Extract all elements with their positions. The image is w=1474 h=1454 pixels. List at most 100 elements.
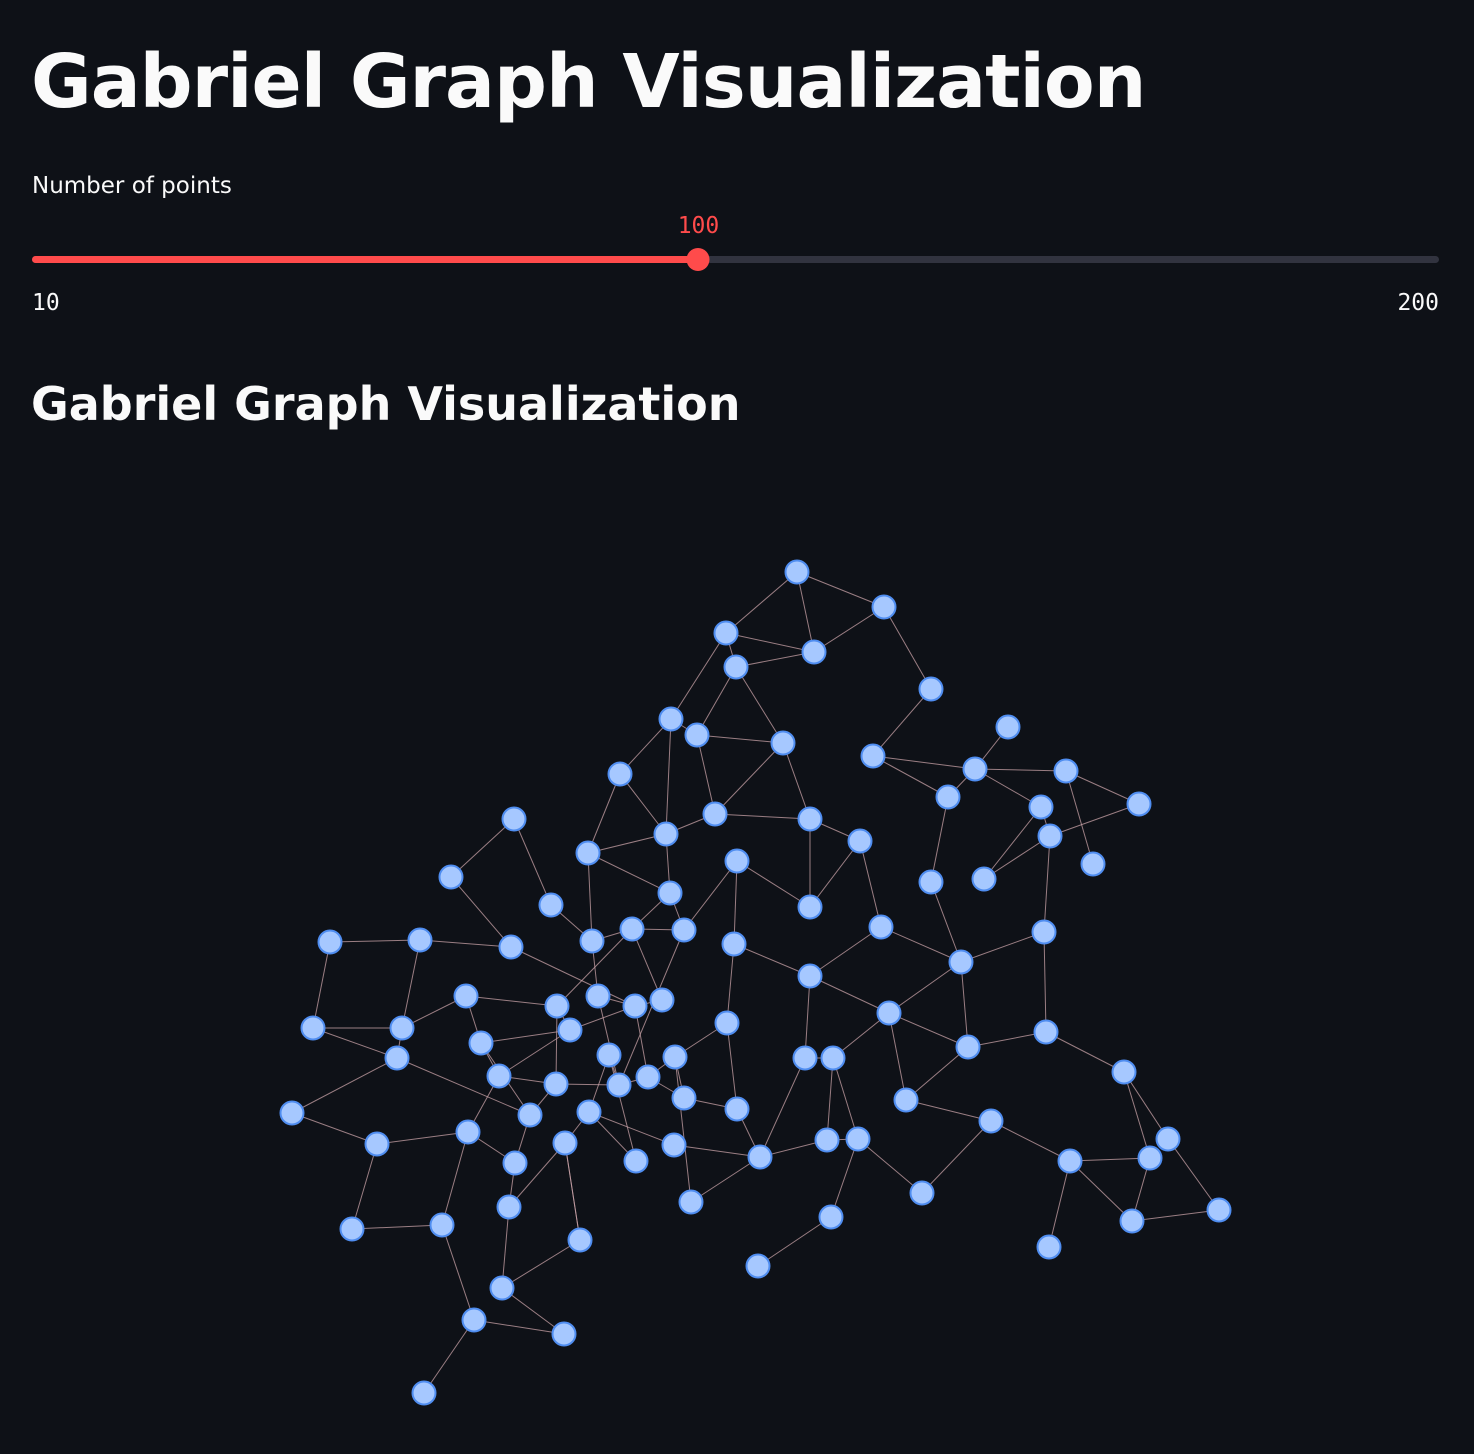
graph-node[interactable]: [1080, 851, 1106, 877]
graph-node[interactable]: [411, 1380, 437, 1406]
graph-node[interactable]: [784, 559, 810, 585]
graph-node[interactable]: [557, 1017, 583, 1043]
graph-node[interactable]: [671, 917, 697, 943]
graph-node[interactable]: [955, 1034, 981, 1060]
graph-node[interactable]: [871, 594, 897, 620]
graph-node[interactable]: [978, 1108, 1004, 1134]
graph-node[interactable]: [538, 892, 564, 918]
graph-node[interactable]: [1028, 794, 1054, 820]
graph-node[interactable]: [596, 1042, 622, 1068]
graph-node[interactable]: [1111, 1059, 1137, 1085]
graph-node[interactable]: [279, 1100, 305, 1126]
graph-node[interactable]: [671, 1085, 697, 1111]
graph-node[interactable]: [801, 639, 827, 665]
graph-node[interactable]: [1033, 1019, 1059, 1045]
graph-node[interactable]: [962, 756, 988, 782]
graph-node[interactable]: [713, 620, 739, 646]
graph-node[interactable]: [845, 1126, 871, 1152]
graph-node[interactable]: [544, 993, 570, 1019]
graph-node[interactable]: [1031, 919, 1057, 945]
graph-node[interactable]: [576, 1099, 602, 1125]
graph-node[interactable]: [995, 714, 1021, 740]
graph-node[interactable]: [724, 848, 750, 874]
graph-node[interactable]: [678, 1189, 704, 1215]
graph-node[interactable]: [364, 1131, 390, 1157]
slider-thumb[interactable]: [686, 248, 710, 271]
graph-node[interactable]: [1155, 1126, 1181, 1152]
graph-node[interactable]: [797, 894, 823, 920]
graph-node[interactable]: [747, 1144, 773, 1170]
graph-node[interactable]: [649, 987, 675, 1013]
graph-node[interactable]: [721, 931, 747, 957]
points-slider[interactable]: Number of points 100 10 200: [32, 170, 1439, 330]
graph-node[interactable]: [814, 1127, 840, 1153]
graph-node[interactable]: [468, 1030, 494, 1056]
graph-node[interactable]: [543, 1071, 569, 1097]
graph-node[interactable]: [1057, 1148, 1083, 1174]
graph-node[interactable]: [792, 1045, 818, 1071]
graph-node[interactable]: [317, 929, 343, 955]
graph-node[interactable]: [635, 1064, 661, 1090]
graph-node[interactable]: [820, 1045, 846, 1071]
graph-node[interactable]: [384, 1045, 410, 1071]
graph-node[interactable]: [745, 1253, 771, 1279]
graph-node[interactable]: [502, 1150, 528, 1176]
graph-node[interactable]: [1206, 1197, 1232, 1223]
graph-node[interactable]: [567, 1227, 593, 1253]
graph-node[interactable]: [797, 963, 823, 989]
graph-node[interactable]: [658, 706, 684, 732]
graph-node[interactable]: [909, 1180, 935, 1206]
graph-node[interactable]: [606, 1072, 632, 1098]
graph-node[interactable]: [723, 654, 749, 680]
graph-node[interactable]: [702, 801, 728, 827]
graph-node[interactable]: [1037, 823, 1063, 849]
graph-node[interactable]: [971, 866, 997, 892]
graph-node[interactable]: [489, 1275, 515, 1301]
graph-node[interactable]: [585, 983, 611, 1009]
graph-node[interactable]: [1036, 1234, 1062, 1260]
graph-node[interactable]: [619, 916, 645, 942]
graph-node[interactable]: [300, 1015, 326, 1041]
slider-track[interactable]: [32, 256, 1439, 263]
graph-node[interactable]: [607, 761, 633, 787]
graph-node[interactable]: [868, 914, 894, 940]
graph-node[interactable]: [429, 1212, 455, 1238]
graph-node[interactable]: [438, 864, 464, 890]
graph-node[interactable]: [461, 1307, 487, 1333]
graph-node[interactable]: [407, 927, 433, 953]
graph-node[interactable]: [847, 828, 873, 854]
graph-node[interactable]: [551, 1321, 577, 1347]
graph-node[interactable]: [714, 1010, 740, 1036]
graph-node[interactable]: [501, 806, 527, 832]
graph-node[interactable]: [724, 1096, 750, 1122]
graph-node[interactable]: [1126, 791, 1152, 817]
graph-node[interactable]: [948, 949, 974, 975]
graph-node[interactable]: [893, 1087, 919, 1113]
graph-node[interactable]: [455, 1119, 481, 1145]
graph-node[interactable]: [1053, 758, 1079, 784]
graph-node[interactable]: [486, 1063, 512, 1089]
graph-node[interactable]: [918, 869, 944, 895]
graph-node[interactable]: [517, 1102, 543, 1128]
graph-node[interactable]: [657, 880, 683, 906]
graph-node[interactable]: [496, 1194, 522, 1220]
graph-node[interactable]: [389, 1015, 415, 1041]
graph-node[interactable]: [623, 1148, 649, 1174]
graph-node[interactable]: [662, 1044, 688, 1070]
graph-node[interactable]: [876, 1000, 902, 1026]
graph-node[interactable]: [498, 934, 524, 960]
graph-node[interactable]: [684, 722, 710, 748]
graph-node[interactable]: [339, 1216, 365, 1242]
graph-node[interactable]: [653, 821, 679, 847]
graph-node[interactable]: [918, 676, 944, 702]
graph-node[interactable]: [1119, 1208, 1145, 1234]
graph-node[interactable]: [770, 730, 796, 756]
graph-node[interactable]: [1137, 1145, 1163, 1171]
graph-node[interactable]: [575, 840, 601, 866]
graph-node[interactable]: [860, 743, 886, 769]
graph-node[interactable]: [818, 1204, 844, 1230]
graph-node[interactable]: [935, 784, 961, 810]
graph-node[interactable]: [622, 993, 648, 1019]
graph-node[interactable]: [797, 806, 823, 832]
graph-node[interactable]: [453, 983, 479, 1009]
